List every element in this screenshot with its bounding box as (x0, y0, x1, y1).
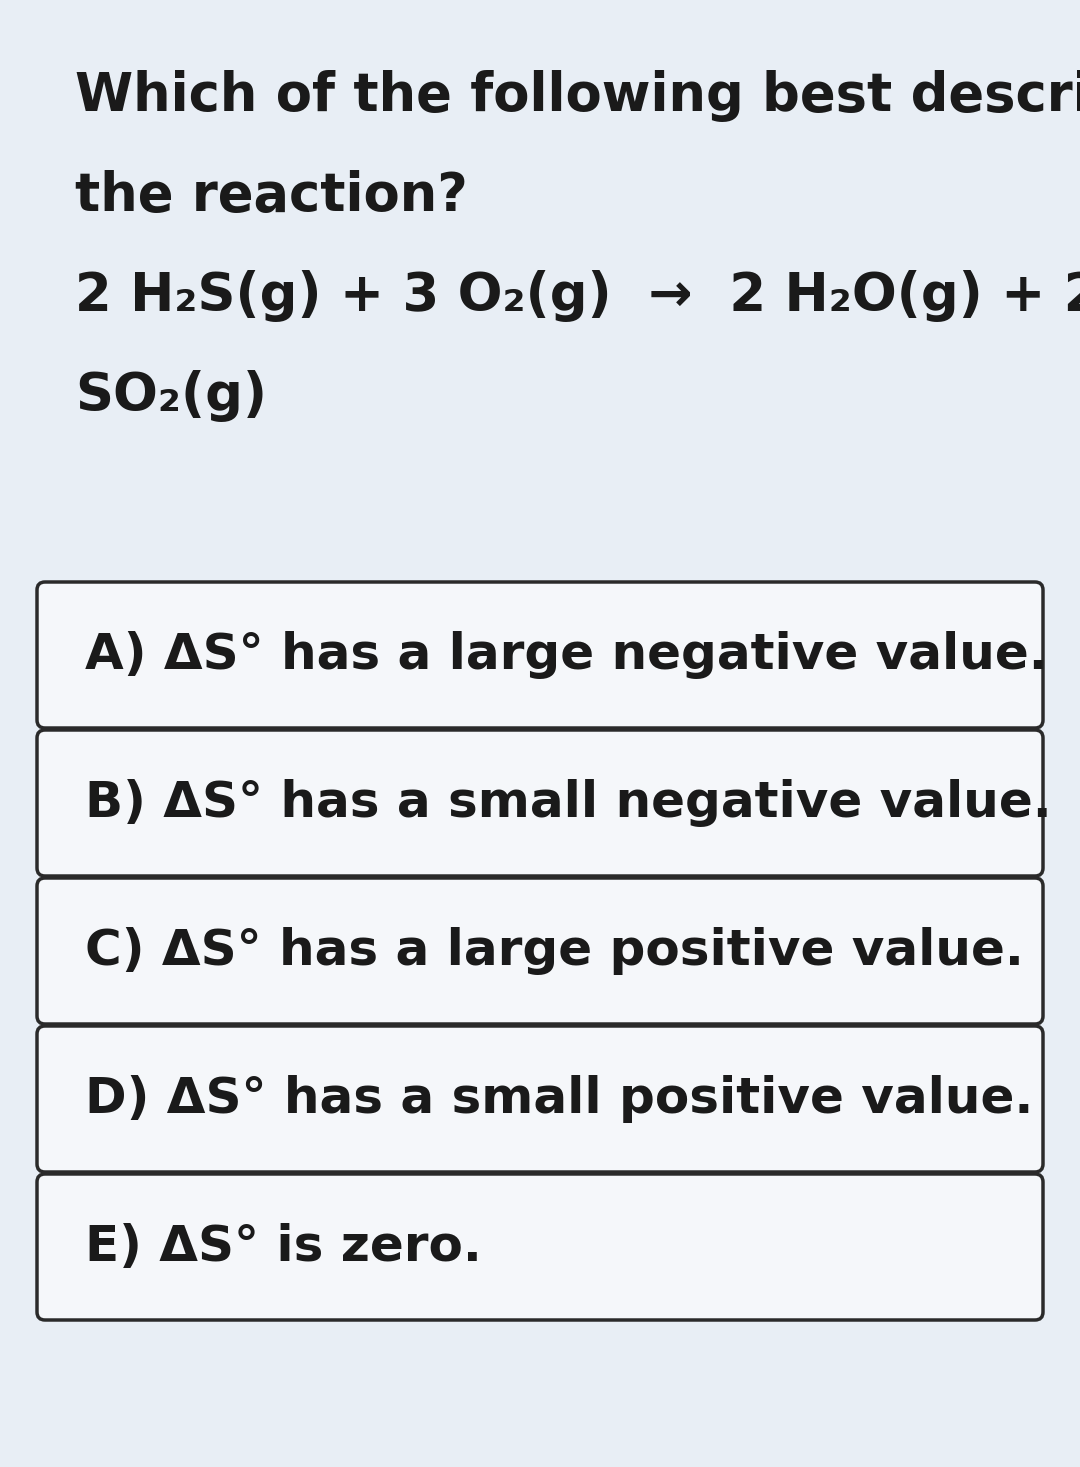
Text: SO₂(g): SO₂(g) (75, 370, 267, 422)
Text: Which of the following best describes: Which of the following best describes (75, 70, 1080, 122)
Text: E) ΔS° is zero.: E) ΔS° is zero. (85, 1223, 482, 1270)
Text: the reaction?: the reaction? (75, 170, 468, 222)
Text: B) ΔS° has a small negative value.: B) ΔS° has a small negative value. (85, 779, 1052, 827)
FancyBboxPatch shape (37, 879, 1043, 1024)
FancyBboxPatch shape (37, 1174, 1043, 1320)
FancyBboxPatch shape (37, 731, 1043, 876)
FancyBboxPatch shape (37, 582, 1043, 728)
Text: C) ΔS° has a large positive value.: C) ΔS° has a large positive value. (85, 927, 1024, 976)
Text: 2 H₂S(g) + 3 O₂(g)  →  2 H₂O(g) + 2: 2 H₂S(g) + 3 O₂(g) → 2 H₂O(g) + 2 (75, 270, 1080, 321)
Text: A) ΔS° has a large negative value.: A) ΔS° has a large negative value. (85, 631, 1048, 679)
FancyBboxPatch shape (37, 1025, 1043, 1172)
Text: D) ΔS° has a small positive value.: D) ΔS° has a small positive value. (85, 1075, 1034, 1124)
